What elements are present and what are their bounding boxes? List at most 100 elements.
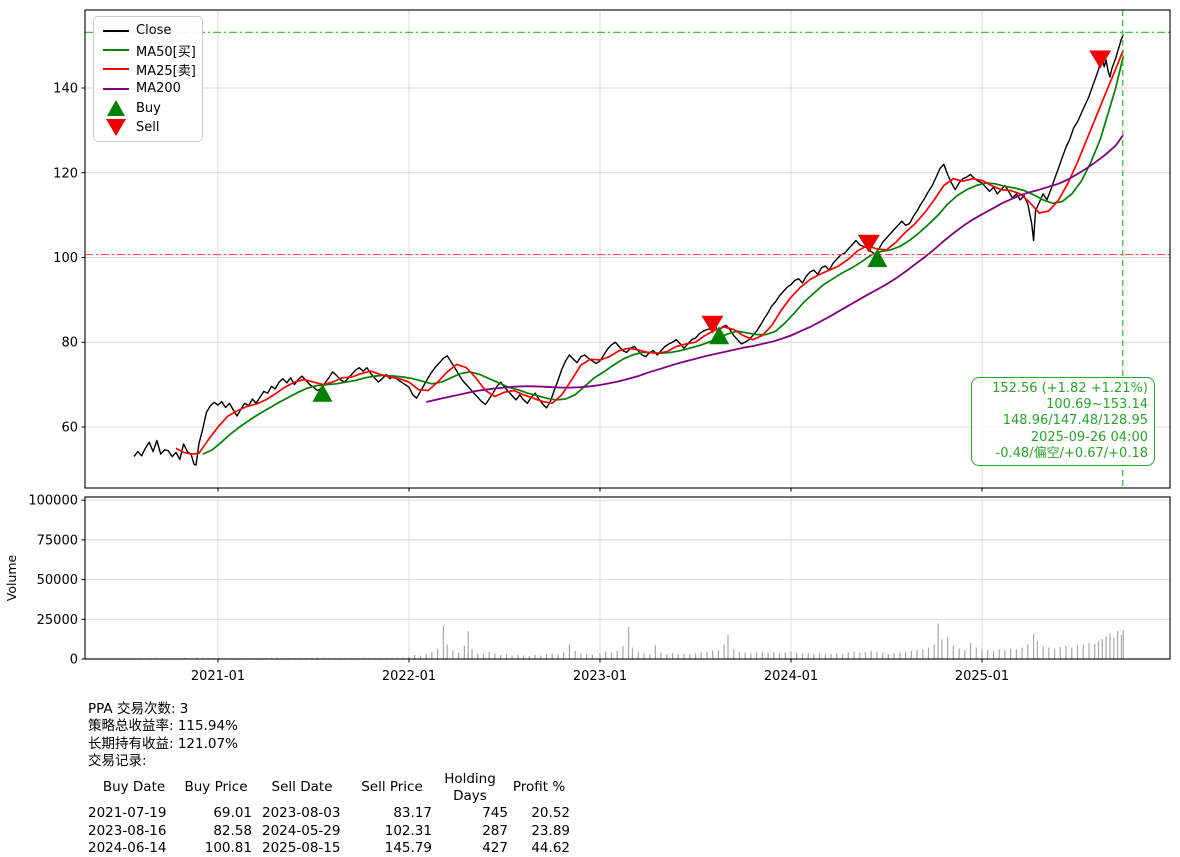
volume-bar <box>574 650 576 659</box>
price-tick-label: 100 <box>53 251 78 266</box>
quote-range-line: 100.69~153.14 <box>1046 397 1148 413</box>
volume-bar <box>992 650 995 659</box>
volume-bar <box>1036 641 1038 659</box>
volume-bar <box>830 653 832 659</box>
buy-marker <box>867 249 888 268</box>
volume-bar <box>784 652 786 659</box>
volume-bar <box>551 653 553 659</box>
trade-count-line: PPA 交易次数: 3 <box>88 701 189 717</box>
volume-bar <box>1054 648 1056 659</box>
legend-item-close: Close <box>94 21 202 40</box>
volume-bar <box>568 644 570 659</box>
volume-bar <box>712 650 714 659</box>
legend-label: MA200 <box>136 81 181 97</box>
legend-line-swatch <box>103 68 129 71</box>
volume-bar <box>893 653 895 659</box>
volume-bar <box>316 657 318 659</box>
volume-bar <box>402 657 404 659</box>
trade-col-header: Sell Price <box>361 779 423 796</box>
volume-bar <box>723 644 725 659</box>
volume-bar <box>910 650 912 659</box>
volume-bar <box>842 654 844 659</box>
legend-item-ma25: MA25[卖] <box>94 60 202 79</box>
legend-label: Buy <box>136 100 161 116</box>
volume-bar <box>1015 649 1017 659</box>
volume-bar <box>610 652 613 659</box>
volume-bar <box>540 655 542 659</box>
legend-line-swatch <box>103 49 129 52</box>
volume-bar <box>563 652 565 659</box>
volume-bar <box>824 654 826 659</box>
buy-triangle-icon <box>103 100 129 117</box>
volume-bar <box>819 653 821 659</box>
quote-signal-line: -0.48/偏空/+0.67/+0.18 <box>995 445 1148 461</box>
volume-bar <box>605 651 607 659</box>
volume-bar <box>580 653 582 659</box>
buy-marker <box>709 326 730 345</box>
volume-bar <box>981 649 983 659</box>
legend: Close MA50[买] MA25[卖] MA200 Buy Sell <box>93 16 203 143</box>
volume-bar <box>631 647 634 659</box>
volume-bar <box>1027 644 1029 659</box>
volume-bar <box>649 654 651 659</box>
volume-bar <box>517 654 519 659</box>
trade-cell: 287 <box>482 822 508 839</box>
volume-bar <box>969 642 972 659</box>
volume-bar <box>196 657 198 659</box>
volume-bar <box>643 653 645 659</box>
volume-bar <box>1088 642 1090 659</box>
volume-bar <box>1042 646 1044 659</box>
volume-bar <box>414 654 416 659</box>
volume-axis-title: Volume <box>4 554 19 601</box>
trade-cell: 23.89 <box>531 822 570 839</box>
trade-col-header: Buy Date <box>102 779 166 796</box>
volume-bar <box>700 652 702 659</box>
price-tick-label: 120 <box>53 166 78 181</box>
legend-item-sell: Sell <box>94 118 202 137</box>
volume-bar <box>654 645 656 659</box>
volume-bar <box>452 650 454 659</box>
ma25-line <box>175 49 1125 455</box>
trade-cell: 83.17 <box>393 805 432 822</box>
trade-cell: 745 <box>482 805 508 822</box>
volume-bar <box>458 652 460 659</box>
volume-bar <box>545 654 548 659</box>
volume-bar <box>322 657 324 659</box>
volume-bar <box>796 652 798 659</box>
volume-bar <box>505 654 507 659</box>
trade-cell: 102.31 <box>384 822 432 839</box>
volume-bar <box>706 651 708 659</box>
trade-cell: 82.58 <box>213 822 252 839</box>
volume-bar <box>738 651 740 659</box>
volume-bar <box>1059 646 1061 659</box>
legend-label: Close <box>136 23 172 39</box>
price-axes-frame <box>84 9 1171 489</box>
volume-bar <box>202 657 204 659</box>
volume-bar <box>916 650 918 659</box>
trade-cell: 44.62 <box>531 840 570 857</box>
volume-tick-label: 25000 <box>37 613 78 628</box>
volume-bar <box>958 648 960 659</box>
volume-bar <box>937 623 939 659</box>
volume-bar <box>1071 647 1073 659</box>
volume-bar <box>727 634 729 659</box>
volume-bar <box>941 639 943 659</box>
trade-col-header: Profit % <box>512 779 566 796</box>
volume-bar <box>677 654 679 659</box>
volume-bar <box>557 654 559 659</box>
sell-marker <box>701 315 724 334</box>
volume-tick-label: 50000 <box>37 573 78 588</box>
volume-bar <box>778 653 781 659</box>
quote-info-box: 152.56 (+1.82 +1.21%) 100.69~153.14 148.… <box>971 377 1155 467</box>
volume-bar <box>870 650 872 659</box>
price-tick-label: 140 <box>53 82 78 97</box>
volume-bar <box>1105 636 1107 659</box>
sell-marker <box>1089 50 1112 69</box>
volume-bar <box>622 646 624 659</box>
volume-bar <box>750 653 752 659</box>
ma200-line <box>425 134 1125 403</box>
volume-bar <box>408 656 410 659</box>
volume-bar <box>864 652 867 659</box>
volume-bar <box>790 651 792 659</box>
